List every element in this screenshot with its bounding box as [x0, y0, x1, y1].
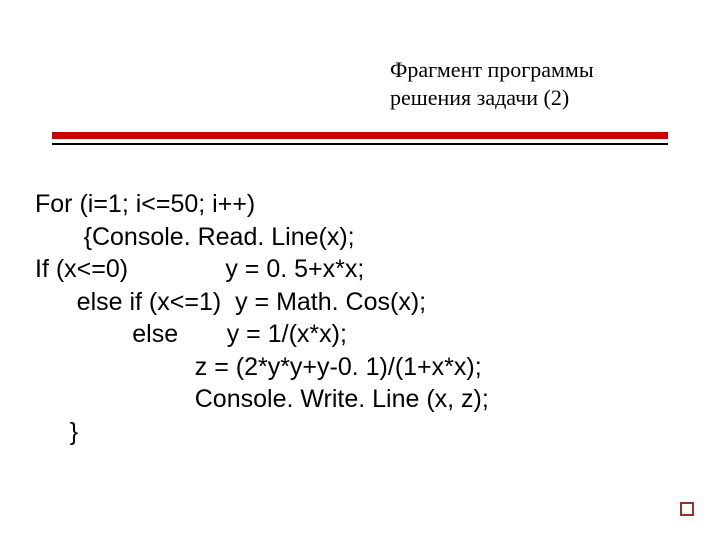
divider-rule-black — [52, 143, 668, 145]
code-line-4: else if (x<=1) y = Math. Cos(x); — [35, 288, 426, 316]
slide: Фрагмент программы решения задачи (2) Fo… — [0, 0, 720, 540]
code-line-6: z = (2*y*y+y-0. 1)/(1+x*x); — [35, 353, 482, 381]
code-line-2: {Console. Read. Line(x); — [35, 223, 355, 251]
slide-title: Фрагмент программы решения задачи (2) — [390, 56, 660, 111]
title-line-2: решения задачи (2) — [390, 84, 660, 112]
code-line-3: If (x<=0) y = 0. 5+x*x; — [35, 255, 364, 283]
code-line-5: else y = 1/(x*x); — [35, 320, 347, 348]
divider-rule-red — [52, 132, 668, 139]
code-line-8: } — [35, 418, 78, 446]
code-line-7: Console. Write. Line (x, z); — [35, 385, 489, 413]
title-line-1: Фрагмент программы — [390, 56, 660, 84]
divider-rule — [52, 132, 668, 145]
code-fragment: For (i=1; i<=50; i++) {Console. Read. Li… — [35, 188, 685, 448]
footer-square-icon — [680, 502, 694, 516]
code-line-1: For (i=1; i<=50; i++) — [35, 190, 255, 218]
